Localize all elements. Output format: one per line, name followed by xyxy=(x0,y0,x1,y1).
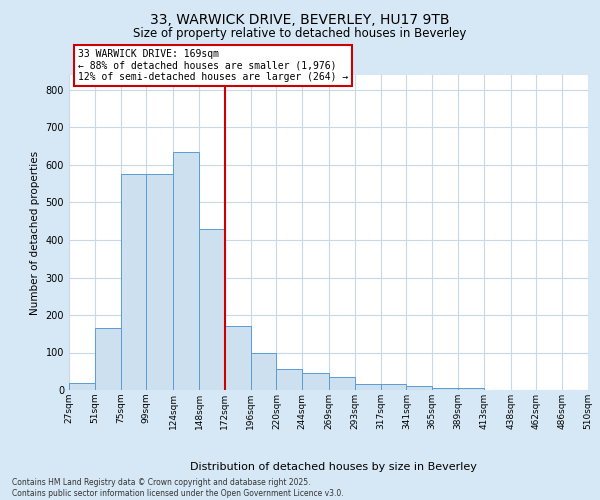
Bar xyxy=(458,388,484,390)
Bar xyxy=(173,152,199,390)
Bar xyxy=(355,384,380,390)
Bar xyxy=(69,382,95,390)
Bar xyxy=(406,386,432,390)
Bar xyxy=(199,229,225,390)
Text: 33, WARWICK DRIVE, BEVERLEY, HU17 9TB: 33, WARWICK DRIVE, BEVERLEY, HU17 9TB xyxy=(150,12,450,26)
Text: 33 WARWICK DRIVE: 169sqm
← 88% of detached houses are smaller (1,976)
12% of sem: 33 WARWICK DRIVE: 169sqm ← 88% of detach… xyxy=(77,50,348,82)
Bar xyxy=(121,174,146,390)
Bar xyxy=(251,352,277,390)
Bar xyxy=(380,384,406,390)
Bar xyxy=(329,377,355,390)
Bar xyxy=(146,174,173,390)
Bar xyxy=(225,326,251,390)
Text: Contains HM Land Registry data © Crown copyright and database right 2025.
Contai: Contains HM Land Registry data © Crown c… xyxy=(12,478,344,498)
Text: Distribution of detached houses by size in Beverley: Distribution of detached houses by size … xyxy=(190,462,476,472)
Bar xyxy=(588,388,600,390)
Bar xyxy=(277,370,302,390)
Y-axis label: Number of detached properties: Number of detached properties xyxy=(30,150,40,314)
Bar xyxy=(95,328,121,390)
Bar xyxy=(302,373,329,390)
Bar xyxy=(432,388,458,390)
Text: Size of property relative to detached houses in Beverley: Size of property relative to detached ho… xyxy=(133,28,467,40)
